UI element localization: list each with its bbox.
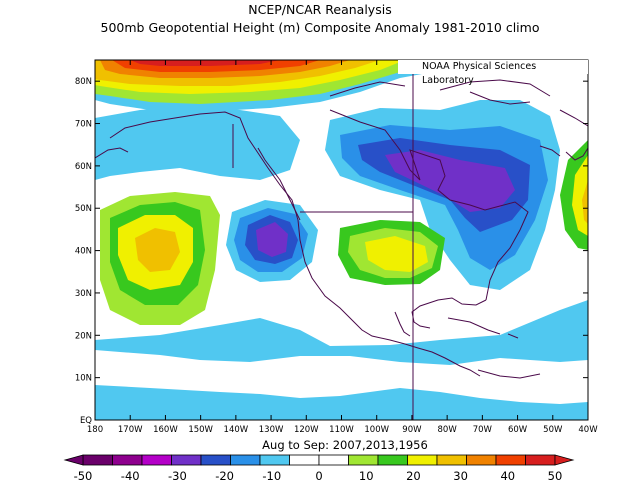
arctic-positive-anomaly: [95, 60, 460, 112]
colorbar-swatch: [259, 454, 290, 466]
credit-label: NOAA Physical Sciences Laboratory: [398, 60, 588, 86]
alaska-negative-anomaly: [95, 104, 300, 180]
colorbar-label: -40: [121, 469, 140, 483]
lat-tick-label: 60N: [75, 162, 92, 172]
colorbar-swatch: [200, 454, 231, 466]
colorbar-swatch: [377, 454, 408, 466]
colorbar-swatch: [348, 454, 379, 466]
colorbar-swatch: [82, 454, 113, 466]
lat-tick-label: 10N: [75, 374, 92, 384]
colorbar-label: 10: [359, 469, 374, 483]
map-area: [95, 60, 588, 420]
coastlines: [95, 79, 588, 379]
longitude-axis: 180 170W 160W 150W 140W 130W 120W 110W 100W 90W 80…: [87, 60, 598, 435]
lon-tick-label: 140W: [224, 425, 249, 435]
lon-tick-label: 160W: [153, 425, 178, 435]
colorbar-label: -30: [168, 469, 187, 483]
lon-tick-label: 150W: [188, 425, 213, 435]
conus-positive-anomaly: [338, 220, 445, 285]
lat-tick-label: 70N: [75, 120, 92, 130]
colorbar-max-arrow: [554, 454, 575, 466]
colorbar-label: -10: [262, 469, 281, 483]
colorbar-min-arrow: [63, 454, 84, 466]
colorbar: -50 -40 -30 -20 -10 0 10 20 30 40 50: [63, 454, 575, 483]
colorbar-swatch: [407, 454, 438, 466]
lat-tick-label: 30N: [75, 289, 92, 299]
colorbar-label: 30: [453, 469, 468, 483]
chart-title: NCEP/NCAR Reanalysis: [248, 2, 392, 17]
lon-tick-label: 170W: [118, 425, 143, 435]
colorbar-label: 20: [406, 469, 421, 483]
colorbar-swatch: [318, 454, 349, 466]
colorbar-swatch: [289, 454, 320, 466]
lon-tick-label: 180: [87, 425, 103, 435]
lon-tick-label: 70W: [473, 425, 493, 435]
tropical-negative-anomaly: [95, 385, 588, 420]
colorbar-swatch: [466, 454, 497, 466]
colorbar-label: 0: [315, 469, 322, 483]
colorbar-swatch: [525, 454, 556, 466]
chart-subtitle: 500mb Geopotential Height (m) Composite …: [100, 20, 540, 35]
colorbar-swatch: [495, 454, 526, 466]
lat-tick-label: 50N: [75, 204, 92, 214]
colorbar-label: 40: [500, 469, 515, 483]
canada-negative-anomaly: [325, 100, 560, 290]
colorbar-label: -20: [215, 469, 234, 483]
colorbar-swatch: [436, 454, 467, 466]
lon-tick-label: 80W: [438, 425, 458, 435]
colorbar-swatch: [230, 454, 261, 466]
pacific-positive-anomaly: [100, 192, 220, 325]
lon-tick-label: 60W: [508, 425, 528, 435]
lon-tick-label: 90W: [402, 425, 422, 435]
composite-years: Aug to Sep: 2007,2013,1956: [262, 438, 428, 452]
pacific-negative-anomaly: [226, 200, 318, 282]
lat-tick-label: 20N: [75, 331, 92, 341]
lon-tick-label: 120W: [294, 425, 319, 435]
colorbar-label: 50: [548, 469, 563, 483]
colorbar-swatch: [141, 454, 172, 466]
lon-tick-label: 130W: [259, 425, 284, 435]
lon-tick-label: 40W: [578, 425, 598, 435]
subtropical-negative-anomaly: [95, 300, 588, 365]
political-boundaries: [232, 60, 414, 420]
atlantic-positive-anomaly: [560, 140, 588, 250]
lon-tick-label: 50W: [543, 425, 563, 435]
lat-tick-label: 80N: [75, 77, 92, 87]
lon-tick-label: 110W: [329, 425, 354, 435]
colorbar-swatch: [171, 454, 202, 466]
lon-tick-label: 100W: [364, 425, 389, 435]
colorbar-label: -50: [74, 469, 93, 483]
latitude-axis: EQ 10N 20N 30N 40N 50N 60N 70N 80N: [75, 77, 588, 426]
colorbar-swatch: [112, 454, 143, 466]
lat-tick-label: EQ: [80, 416, 92, 426]
lat-tick-label: 40N: [75, 247, 92, 257]
